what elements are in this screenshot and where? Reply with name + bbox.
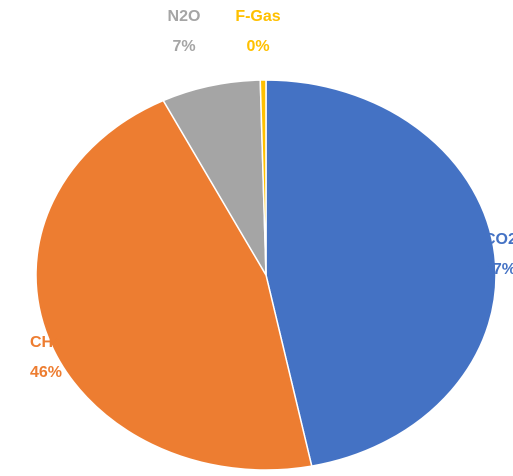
slice-value-label: 46% [30, 364, 62, 381]
slice-label: F-Gas [235, 8, 280, 25]
slice-label: CO2 [484, 231, 513, 248]
pie-slice [265, 79, 497, 467]
pie-slice [259, 79, 267, 276]
slice-value-label: 47% [484, 261, 513, 278]
slice-value-label: 7% [172, 38, 195, 55]
slice-value-label: 0% [246, 38, 269, 55]
slice-label: N2O [168, 8, 201, 25]
slice-label: CH4 [30, 334, 62, 351]
pie-slice [35, 99, 313, 471]
